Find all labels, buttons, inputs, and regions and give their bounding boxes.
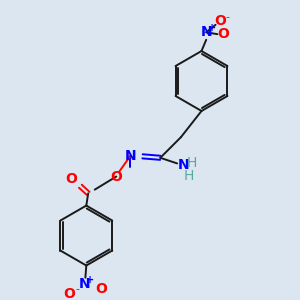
Text: N: N [124,149,136,163]
Text: H: H [183,169,194,183]
Text: N: N [79,277,90,291]
Text: O: O [95,282,107,296]
Text: -: - [226,12,230,22]
Text: O: O [217,27,229,41]
Text: +: + [208,22,216,33]
Text: H: H [187,156,197,170]
Text: N: N [200,25,212,39]
Text: O: O [110,169,122,184]
Text: O: O [65,172,77,186]
Text: O: O [214,14,226,28]
Text: -: - [76,284,80,294]
Text: +: + [86,274,94,285]
Text: N: N [178,158,190,172]
Text: O: O [64,286,75,300]
